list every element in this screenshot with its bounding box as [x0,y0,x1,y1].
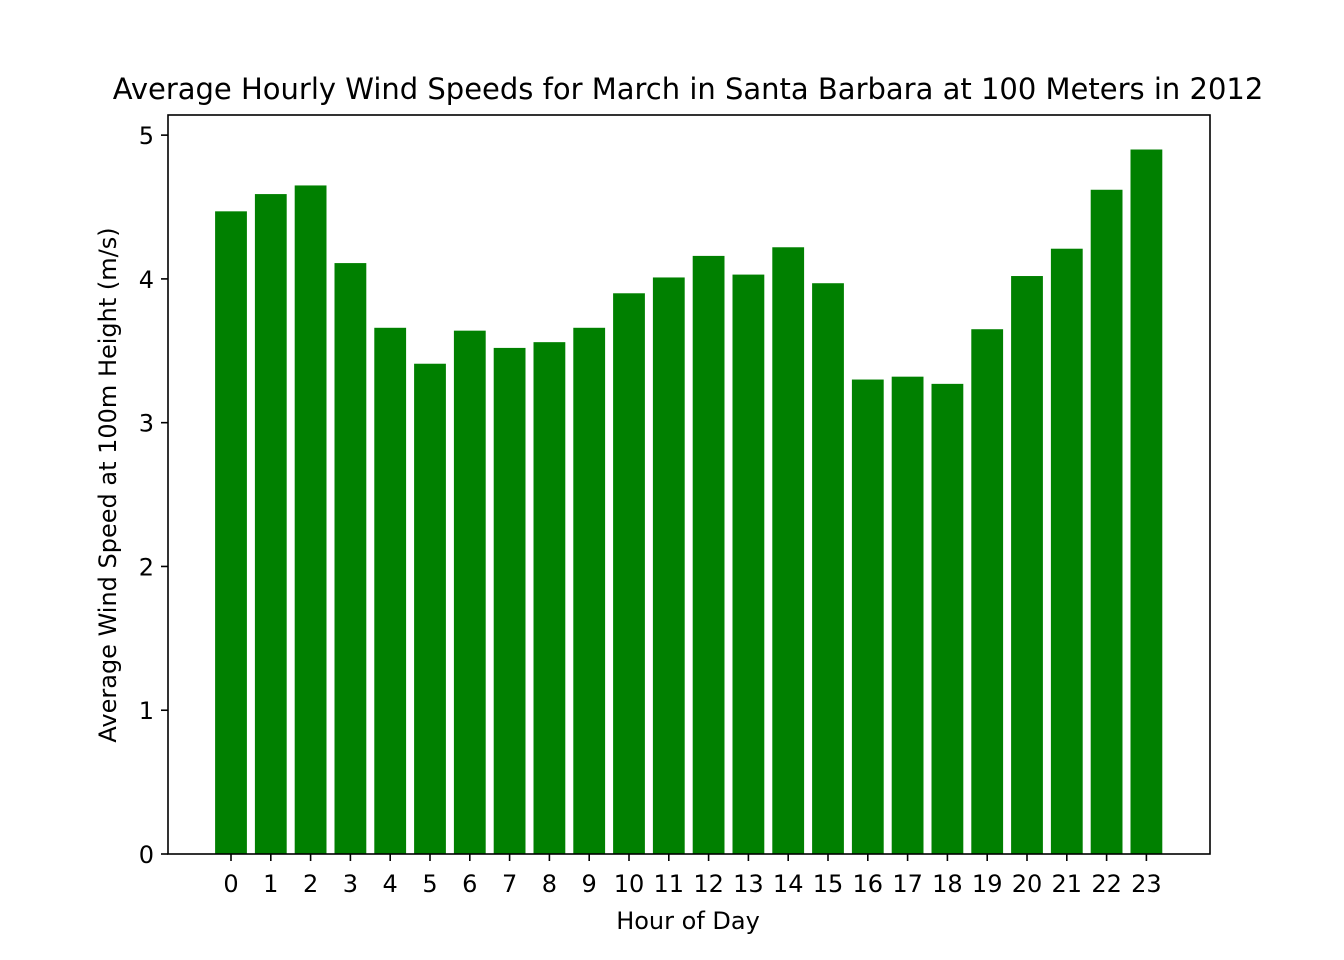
x-tick-label: 14 [773,870,804,898]
bar-hour-2 [294,185,327,854]
x-tick-label: 16 [853,870,884,898]
chart-title: Average Hourly Wind Speeds for March in … [113,72,1264,106]
x-tick-label: 8 [542,870,557,898]
bar-hour-6 [453,330,486,854]
bar-hour-7 [493,347,526,854]
x-tick-label: 10 [614,870,645,898]
x-axis: 0 1 2 3 4 5 6 7 8 9 10 11 12 13 14 15 16 17 18 19 20 21 22 23 [223,854,1162,898]
x-tick-label: 12 [693,870,724,898]
x-tick-label: 1 [263,870,278,898]
x-tick-label: 9 [582,870,597,898]
bar-hour-15 [812,283,844,855]
bar-hour-9 [573,327,606,854]
bar-hour-10 [613,293,645,854]
y-tick-label: 3 [139,410,154,438]
x-tick-label: 7 [502,870,517,898]
bar-hour-16 [851,379,884,854]
x-tick-label: 15 [813,870,844,898]
x-tick-label: 11 [654,870,685,898]
bar-hour-1 [254,194,287,854]
y-tick-label: 5 [139,122,154,150]
bar-hour-3 [334,263,367,855]
x-tick-label: 22 [1091,870,1122,898]
x-tick-label: 5 [422,870,437,898]
bar-hour-21 [1050,248,1083,854]
x-tick-label: 4 [383,870,398,898]
x-tick-label: 3 [343,870,358,898]
x-tick-label: 23 [1131,870,1162,898]
y-tick-label: 1 [139,697,154,725]
bar-hour-14 [772,247,805,854]
x-tick-label: 13 [733,870,764,898]
bar-hour-12 [692,255,725,854]
x-tick-label: 0 [223,870,238,898]
bar-hour-13 [732,274,765,855]
x-tick-label: 2 [303,870,318,898]
bar-hour-22 [1090,189,1123,854]
y-tick-label: 0 [139,841,154,869]
y-axis-label: Average Wind Speed at 100m Height (m/s) [94,227,122,742]
plot-frame [167,114,1211,855]
x-tick-label: 20 [1012,870,1043,898]
bar-hour-20 [1011,276,1043,854]
bar-hour-0 [215,211,247,854]
x-tick-label: 18 [932,870,963,898]
bars-group [215,149,1163,855]
bar-hour-19 [971,329,1004,855]
bar-hour-5 [414,363,446,854]
x-tick-label: 17 [892,870,923,898]
x-axis-label: Hour of Day [616,907,760,935]
bar-hour-4 [374,327,407,854]
x-tick-label: 19 [972,870,1003,898]
y-axis: 0 1 2 3 4 5 [139,122,168,869]
bar-hour-18 [931,383,964,854]
bar-hour-8 [533,342,566,854]
bar-hour-11 [652,277,685,855]
x-tick-label: 6 [462,870,477,898]
x-tick-label: 21 [1052,870,1083,898]
y-tick-label: 4 [139,266,154,294]
bar-hour-17 [891,376,924,854]
bar-hour-23 [1130,149,1163,854]
y-tick-label: 2 [139,553,154,581]
